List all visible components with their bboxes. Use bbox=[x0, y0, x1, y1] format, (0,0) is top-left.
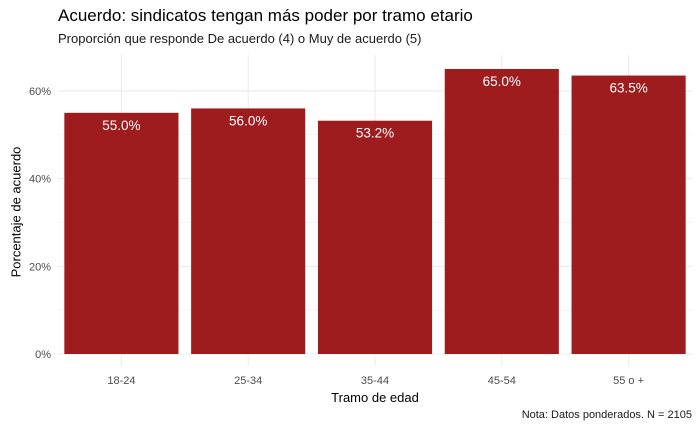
chart-title: Acuerdo: sindicatos tengan más poder por… bbox=[58, 6, 473, 25]
y-tick-label: 0% bbox=[35, 349, 51, 361]
x-tick-label: 55 o + bbox=[613, 375, 644, 387]
x-axis-label: Tramo de edad bbox=[331, 390, 419, 405]
y-tick-label: 60% bbox=[29, 86, 51, 98]
y-tick-label: 40% bbox=[29, 174, 51, 186]
x-tick-label: 25-34 bbox=[234, 375, 262, 387]
data-label: 65.0% bbox=[483, 74, 521, 89]
y-tick-label: 20% bbox=[29, 261, 51, 273]
data-label: 56.0% bbox=[229, 113, 267, 128]
x-tick-label: 35-44 bbox=[361, 375, 389, 387]
chart-subtitle: Proporción que responde De acuerdo (4) o… bbox=[58, 31, 422, 46]
x-tick-label: 18-24 bbox=[107, 375, 135, 387]
chart-caption: Nota: Datos ponderados. N = 2105 bbox=[521, 409, 692, 421]
data-label: 63.5% bbox=[609, 81, 647, 96]
bar bbox=[317, 120, 433, 354]
data-label: 55.0% bbox=[102, 118, 140, 133]
data-label: 53.2% bbox=[356, 126, 394, 141]
bar bbox=[191, 108, 306, 354]
bar bbox=[64, 112, 179, 354]
bar bbox=[444, 68, 559, 354]
y-axis-label: Porcentaje de acuerdo bbox=[8, 146, 24, 278]
x-tick-label: 45-54 bbox=[488, 375, 516, 387]
bar bbox=[571, 75, 686, 355]
